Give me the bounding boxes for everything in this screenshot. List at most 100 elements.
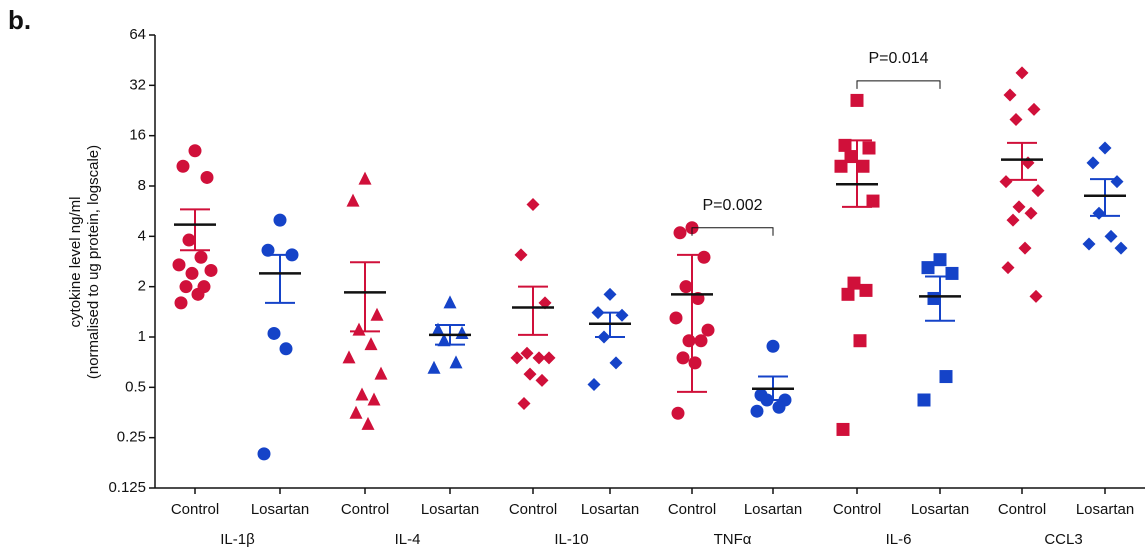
data-point: [179, 280, 193, 294]
data-point: [370, 307, 384, 321]
data-point: [200, 170, 214, 184]
data-point: [523, 367, 537, 381]
annotation: P=0.014: [868, 50, 928, 67]
x-tick-label: Control: [668, 501, 716, 518]
group-label: CCL3: [1044, 531, 1082, 548]
data-point: [367, 392, 381, 406]
y-tick-label: 0.5: [125, 378, 146, 395]
data-point: [364, 337, 378, 351]
x-tick-label: Control: [341, 501, 389, 518]
data-point: [697, 250, 711, 264]
data-point: [1018, 241, 1032, 255]
group-label: IL-6: [886, 531, 912, 548]
data-point: [342, 350, 356, 364]
data-point: [1092, 206, 1106, 220]
data-point: [921, 261, 935, 275]
data-point: [194, 250, 208, 264]
data-point: [834, 159, 848, 173]
data-point: [669, 311, 683, 325]
data-point: [542, 351, 556, 365]
data-point: [346, 193, 360, 207]
data-point: [927, 291, 941, 305]
data-point: [358, 171, 372, 185]
data-point: [279, 342, 293, 356]
data-point: [603, 287, 617, 301]
x-tick-label: Losartan: [581, 501, 639, 518]
data-point: [514, 248, 528, 262]
data-point: [750, 404, 764, 418]
data-point: [349, 405, 363, 419]
data-point: [1021, 156, 1035, 170]
panel-label: b.: [8, 5, 31, 35]
data-point: [847, 276, 861, 290]
data-point: [182, 233, 196, 247]
data-point: [933, 253, 947, 267]
data-point: [859, 283, 873, 297]
data-point: [361, 416, 375, 430]
data-point: [1024, 206, 1038, 220]
data-point: [1015, 66, 1029, 80]
data-point: [1114, 241, 1128, 255]
y-axis-label: (normalised to ug protein, logscale): [85, 145, 102, 379]
y-tick-label: 4: [138, 227, 146, 244]
data-point: [682, 334, 696, 348]
data-point: [1009, 112, 1023, 126]
y-tick-label: 1: [138, 328, 146, 345]
data-point: [1003, 88, 1017, 102]
data-point: [609, 356, 623, 370]
data-point: [1086, 156, 1100, 170]
data-point: [538, 296, 552, 310]
x-tick-label: Losartan: [1076, 501, 1134, 518]
data-point: [841, 287, 855, 301]
data-point: [939, 370, 953, 384]
significance-bracket: [856, 80, 941, 89]
y-tick-label: 64: [129, 26, 146, 43]
y-tick-label: 2: [138, 278, 146, 295]
x-tick-label: Control: [833, 501, 881, 518]
data-point: [191, 287, 205, 301]
data-point: [1006, 213, 1020, 227]
data-point: [844, 150, 858, 164]
data-point: [999, 175, 1013, 189]
data-point: [535, 373, 549, 387]
data-point: [1098, 141, 1112, 155]
data-point: [862, 141, 876, 155]
data-point: [455, 325, 469, 339]
data-point: [701, 323, 715, 337]
data-point: [355, 387, 369, 401]
data-point: [945, 266, 959, 280]
data-point: [261, 243, 275, 257]
data-point: [587, 377, 601, 391]
data-point: [352, 322, 366, 336]
data-point: [520, 346, 534, 360]
data-point: [1012, 200, 1026, 214]
y-tick-label: 16: [129, 127, 146, 144]
data-point: [766, 339, 780, 353]
x-tick-label: Control: [998, 501, 1046, 518]
data-point: [517, 397, 531, 411]
x-tick-label: Losartan: [421, 501, 479, 518]
data-point: [1104, 229, 1118, 243]
data-point: [1001, 261, 1015, 275]
y-tick-label: 0.25: [117, 429, 146, 446]
data-point: [176, 159, 190, 173]
data-point: [532, 351, 546, 365]
data-point: [172, 258, 186, 272]
group-label: IL-4: [395, 531, 421, 548]
data-point: [427, 360, 441, 374]
data-point: [257, 447, 271, 461]
data-point: [679, 280, 693, 294]
data-point: [449, 355, 463, 369]
y-tick-label: 32: [129, 76, 146, 93]
data-point: [1031, 184, 1045, 198]
data-point: [431, 322, 445, 336]
data-point: [676, 351, 690, 365]
data-point: [694, 334, 708, 348]
data-point: [204, 263, 218, 277]
data-point: [1027, 102, 1041, 116]
data-point: [917, 393, 931, 407]
data-point: [866, 194, 880, 208]
data-point: [1110, 175, 1124, 189]
data-point: [836, 422, 850, 436]
